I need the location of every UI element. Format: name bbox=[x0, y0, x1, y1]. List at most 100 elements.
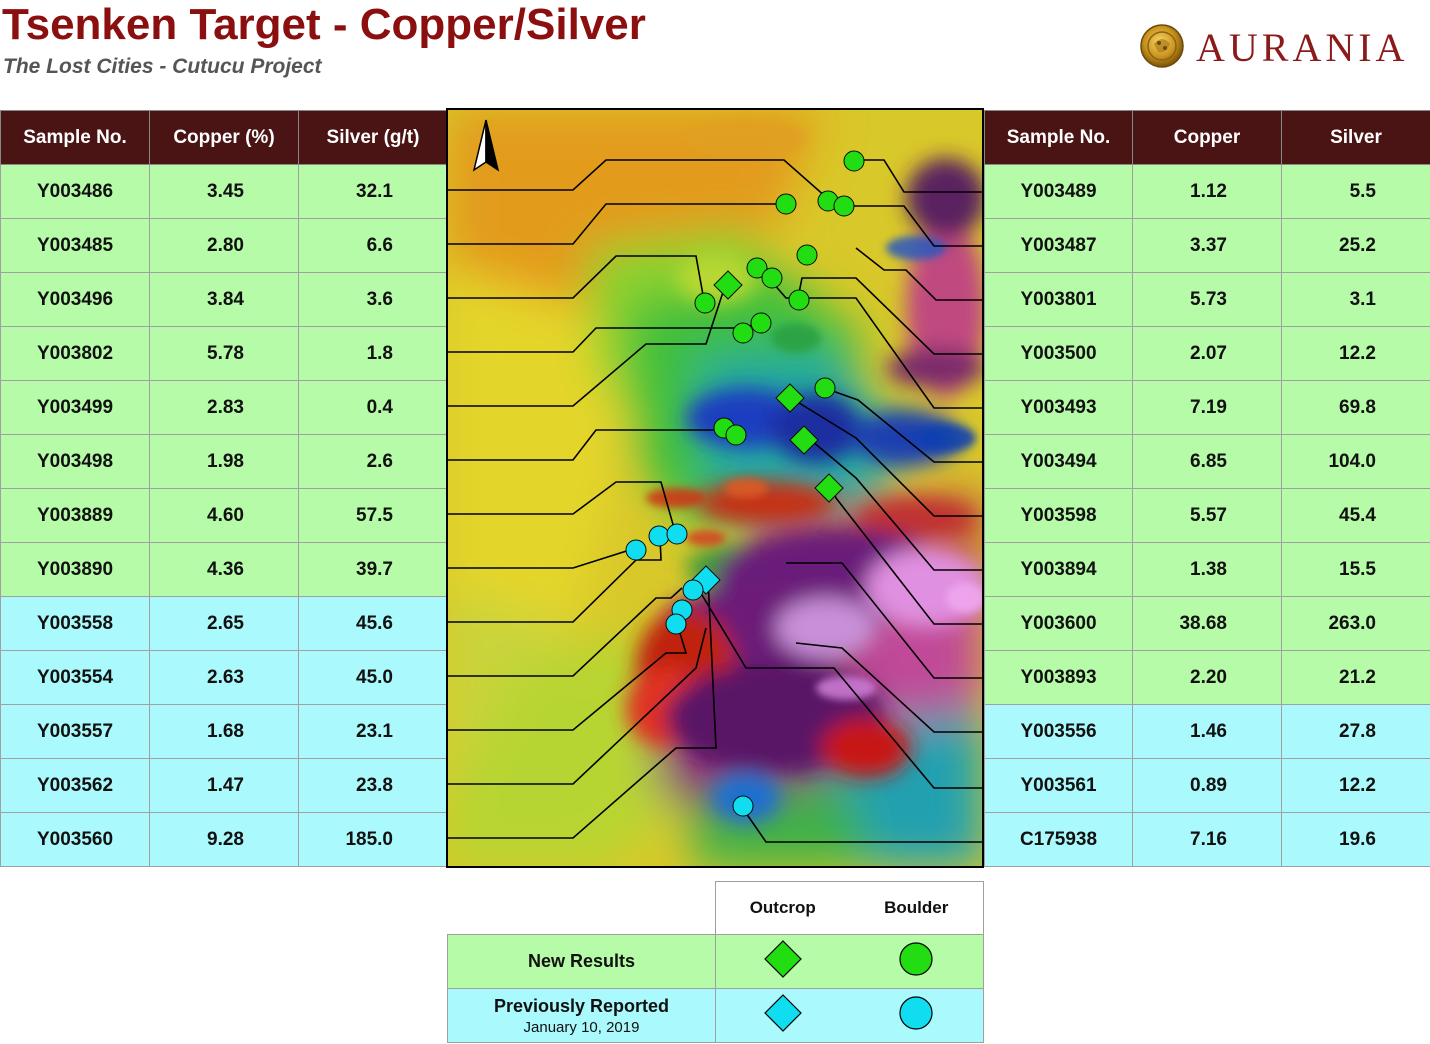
leader-line bbox=[823, 387, 984, 463]
table-row: Y003801 5.73 3.1 bbox=[984, 272, 1430, 327]
boulder-sample-marker bbox=[666, 523, 688, 545]
leader-line bbox=[805, 435, 984, 571]
sample-number-cell: Y003500 bbox=[984, 326, 1133, 381]
table-header-row: Sample No. Copper (%) Silver (g/t) bbox=[0, 110, 448, 165]
map-raster bbox=[446, 108, 984, 868]
column-header-sample: Sample No. bbox=[0, 110, 150, 165]
legend: Outcrop Boulder New Results Previously R… bbox=[447, 881, 984, 1043]
page-subtitle: The Lost Cities - Cutucu Project bbox=[3, 55, 322, 78]
sample-number-cell: Y003802 bbox=[0, 326, 150, 381]
silver-value-cell: 3.1 bbox=[1281, 272, 1430, 327]
table-row: Y003557 1.68 23.1 bbox=[0, 704, 448, 759]
table-row: Y003494 6.85 104.0 bbox=[984, 434, 1430, 489]
sample-number-cell: Y003560 bbox=[0, 812, 150, 867]
sample-number-cell: Y003499 bbox=[0, 380, 150, 435]
sample-number-cell: Y003494 bbox=[984, 434, 1133, 489]
copper-value-cell: 2.65 bbox=[149, 596, 299, 651]
legend-blank-cell bbox=[447, 881, 716, 935]
silver-value-cell: 45.4 bbox=[1281, 488, 1430, 543]
sample-number-cell: Y003561 bbox=[984, 758, 1133, 813]
left-results-table: Sample No. Copper (%) Silver (g/t) Y0034… bbox=[0, 110, 448, 867]
copper-value-cell: 7.19 bbox=[1132, 380, 1282, 435]
table-header-row: Sample No. Copper Silver bbox=[984, 110, 1430, 165]
table-row: Y003499 2.83 0.4 bbox=[0, 380, 448, 435]
copper-value-cell: 38.68 bbox=[1132, 596, 1282, 651]
legend-header-outcrop: Outcrop bbox=[715, 881, 850, 935]
leader-line bbox=[765, 274, 984, 409]
sample-number-cell: C175938 bbox=[984, 812, 1133, 867]
boulder-sample-marker bbox=[843, 150, 865, 172]
silver-value-cell: 2.6 bbox=[298, 434, 448, 489]
sample-number-cell: Y003486 bbox=[0, 164, 150, 219]
leader-line bbox=[695, 584, 984, 789]
sample-number-cell: Y003558 bbox=[0, 596, 150, 651]
copper-value-cell: 1.46 bbox=[1132, 704, 1282, 759]
sample-number-cell: Y003556 bbox=[984, 704, 1133, 759]
legend-new-boulder-cell bbox=[849, 934, 984, 989]
copper-value-cell: 6.85 bbox=[1132, 434, 1282, 489]
sample-number-cell: Y003485 bbox=[0, 218, 150, 273]
legend-previous-results-label: Previously Reported January 10, 2019 bbox=[447, 988, 716, 1043]
silver-value-cell: 23.1 bbox=[298, 704, 448, 759]
table-row: Y003890 4.36 39.7 bbox=[0, 542, 448, 597]
silver-value-cell: 185.0 bbox=[298, 812, 448, 867]
leader-line bbox=[790, 397, 984, 517]
copper-value-cell: 4.36 bbox=[149, 542, 299, 597]
copper-value-cell: 5.57 bbox=[1132, 488, 1282, 543]
copper-value-cell: 5.78 bbox=[149, 326, 299, 381]
table-row: Y003496 3.84 3.6 bbox=[0, 272, 448, 327]
copper-value-cell: 4.60 bbox=[149, 488, 299, 543]
leader-line bbox=[446, 481, 677, 536]
copper-value-cell: 2.63 bbox=[149, 650, 299, 705]
sample-number-cell: Y003889 bbox=[0, 488, 150, 543]
table-row: Y003493 7.19 69.8 bbox=[984, 380, 1430, 435]
sample-number-cell: Y003801 bbox=[984, 272, 1133, 327]
legend-header-boulder: Boulder bbox=[849, 881, 984, 935]
leader-line bbox=[446, 627, 707, 785]
north-arrow-icon bbox=[472, 119, 500, 172]
silver-value-cell: 0.4 bbox=[298, 380, 448, 435]
boulder-sample-marker bbox=[732, 795, 754, 817]
table-row: Y003562 1.47 23.8 bbox=[0, 758, 448, 813]
copper-value-cell: 2.83 bbox=[149, 380, 299, 435]
sample-markers bbox=[625, 150, 865, 817]
leader-line bbox=[446, 587, 683, 677]
sample-number-cell: Y003496 bbox=[0, 272, 150, 327]
cyan-circle-icon bbox=[899, 996, 933, 1030]
leader-line bbox=[446, 619, 688, 731]
copper-value-cell: 1.38 bbox=[1132, 542, 1282, 597]
silver-value-cell: 104.0 bbox=[1281, 434, 1430, 489]
boulder-sample-marker bbox=[746, 257, 768, 279]
green-circle-icon bbox=[899, 942, 933, 976]
leader-lines bbox=[446, 159, 984, 843]
table-row: Y003485 2.80 6.6 bbox=[0, 218, 448, 273]
sample-number-cell: Y003557 bbox=[0, 704, 150, 759]
silver-value-cell: 1.8 bbox=[298, 326, 448, 381]
copper-value-cell: 3.37 bbox=[1132, 218, 1282, 273]
boulder-sample-marker bbox=[775, 193, 797, 215]
table-row: Y003598 5.57 45.4 bbox=[984, 488, 1430, 543]
outcrop-sample-marker bbox=[789, 425, 819, 455]
sample-number-cell: Y003498 bbox=[0, 434, 150, 489]
sample-number-cell: Y003890 bbox=[0, 542, 150, 597]
table-row: Y003802 5.78 1.8 bbox=[0, 326, 448, 381]
table-row: Y003487 3.37 25.2 bbox=[984, 218, 1430, 273]
copper-value-cell: 2.20 bbox=[1132, 650, 1282, 705]
sample-number-cell: Y003600 bbox=[984, 596, 1133, 651]
right-results-table: Sample No. Copper Silver Y003489 1.12 5.5 Y… bbox=[984, 110, 1430, 867]
boulder-sample-marker bbox=[625, 539, 647, 561]
page-title: Tsenken Target - Copper/Silver bbox=[2, 0, 646, 49]
silver-value-cell: 12.2 bbox=[1281, 326, 1430, 381]
boulder-sample-marker bbox=[814, 377, 836, 399]
sample-number-cell: Y003598 bbox=[984, 488, 1133, 543]
leader-line bbox=[446, 282, 727, 407]
leader-line bbox=[786, 562, 984, 679]
table-row: Y003498 1.98 2.6 bbox=[0, 434, 448, 489]
leader-line bbox=[446, 159, 827, 198]
column-header-copper: Copper bbox=[1132, 110, 1282, 165]
silver-value-cell: 69.8 bbox=[1281, 380, 1430, 435]
sample-number-cell: Y003893 bbox=[984, 650, 1133, 705]
silver-value-cell: 32.1 bbox=[298, 164, 448, 219]
copper-value-cell: 3.45 bbox=[149, 164, 299, 219]
sample-number-cell: Y003894 bbox=[984, 542, 1133, 597]
